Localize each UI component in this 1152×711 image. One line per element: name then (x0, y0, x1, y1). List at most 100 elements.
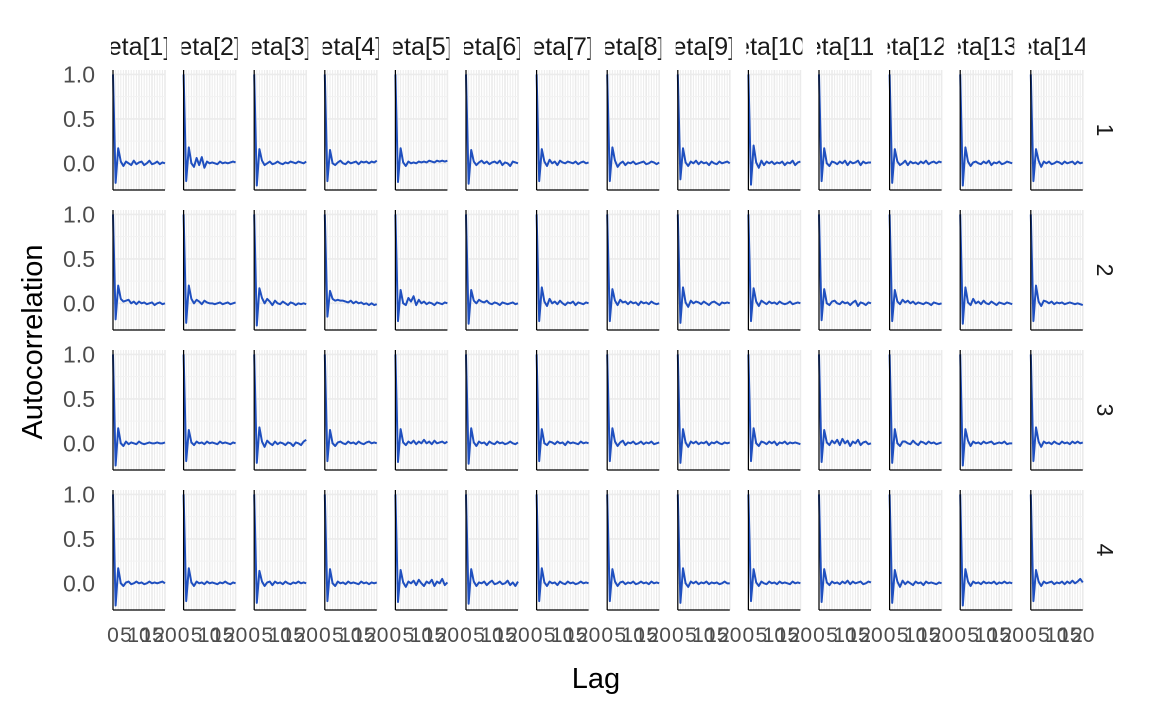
x-tick-label: 0 (672, 624, 684, 647)
facet-panel (465, 350, 519, 471)
x-tick-label: 20 (577, 624, 600, 647)
y-tick-label: 0.5 (63, 526, 95, 552)
acf-series-line (323, 354, 378, 463)
acf-series-line (394, 354, 448, 463)
facet-panel (606, 70, 661, 191)
column-strip-label: eta[7] (531, 33, 594, 61)
x-tick-label: 5 (614, 624, 626, 647)
facet-panel (182, 210, 237, 331)
x-tick-label: 0 (319, 624, 331, 647)
y-tick-label: 1.0 (63, 61, 95, 87)
column-strip-label: eta[5] (390, 33, 453, 61)
x-tick-label: 15 (140, 624, 163, 647)
row-strip-label: 3 (1092, 404, 1118, 417)
x-tick-label: 15 (423, 624, 446, 647)
column-strip-label: eta[6] (461, 33, 524, 61)
column-strip-label: eta[11] (808, 33, 883, 61)
x-tick-label: 20 (295, 624, 318, 647)
facet-panel (112, 210, 166, 331)
x-tick-label: 5 (544, 624, 556, 647)
y-tick-label: 1.0 (63, 341, 95, 367)
acf-series-line (888, 214, 942, 323)
facet-panel (323, 210, 378, 331)
facet-panel (888, 350, 943, 471)
facet-panel (182, 350, 237, 471)
x-tick-label: 20 (506, 624, 529, 647)
x-tick-label: 10 (339, 624, 362, 647)
x-tick-label: 15 (705, 624, 728, 647)
y-tick-label: 0.0 (63, 570, 95, 596)
acf-series-line (676, 494, 730, 604)
facet-panel (465, 490, 519, 611)
facet-panel (818, 490, 872, 611)
acf-series-line (112, 354, 166, 467)
acf-series-line (323, 494, 378, 603)
acf-series-line (1029, 354, 1084, 463)
x-tick-label: 0 (743, 624, 755, 647)
x-tick-label: 10 (904, 624, 927, 647)
x-tick-label: 0 (178, 624, 190, 647)
facet-panel (1029, 350, 1084, 471)
x-tick-label: 15 (282, 624, 305, 647)
facet-panel (676, 210, 731, 331)
facet-panel (747, 490, 802, 611)
column-strips: eta[1] eta[2] eta[3] eta[4] eta[5] eta[6] eta[… (111, 33, 1085, 61)
acf-series-line (394, 74, 448, 183)
facet-panel (253, 490, 307, 611)
x-tick-label: 0 (813, 624, 825, 647)
facet-panel (394, 210, 449, 331)
x-tick-label: 15 (211, 624, 234, 647)
x-tick-label: 15 (988, 624, 1011, 647)
x-tick-label: 10 (269, 624, 292, 647)
facet-panel (394, 490, 449, 611)
y-tick-label: 0.0 (63, 150, 95, 176)
x-tick-label: 0 (954, 624, 966, 647)
acf-series-line (182, 494, 236, 603)
x-tick-label: 15 (564, 624, 587, 647)
facet-panel (323, 70, 378, 191)
column-strip-label: eta[3] (249, 33, 312, 61)
acf-series-line (888, 354, 942, 464)
facet-panel (747, 350, 802, 471)
column-strip-label: eta[10] (736, 33, 812, 61)
acf-series-line (182, 74, 236, 183)
y-tick-label: 0.5 (63, 246, 95, 272)
y-tick-label: 0.5 (63, 386, 95, 412)
facet-panel (323, 490, 378, 611)
acf-series-line (535, 214, 589, 323)
facet-panel (888, 210, 943, 331)
facet-panel (253, 210, 307, 331)
x-tick-label: 5 (473, 624, 485, 647)
facet-panel (465, 210, 519, 331)
facet-panel (959, 70, 1014, 191)
x-tick-label: 10 (1045, 624, 1068, 647)
facet-panel (959, 490, 1014, 611)
acf-series-line (818, 214, 872, 322)
facet-panel (112, 70, 166, 191)
x-tick-label: 20 (648, 624, 671, 647)
row-strip-label: 4 (1092, 544, 1118, 557)
row-strip-label: 1 (1092, 124, 1118, 137)
x-tick-label: 10 (127, 624, 150, 647)
acf-series-line (394, 214, 448, 323)
facet-panel (535, 350, 590, 471)
acf-series-line (112, 74, 166, 184)
y-tick-label: 0.5 (63, 106, 95, 132)
x-tick-label: 0 (248, 624, 260, 647)
x-tick-label: 15 (917, 624, 940, 647)
x-tick-label: 15 (846, 624, 869, 647)
column-strip-label: eta[12] (877, 33, 953, 61)
facet-panel (888, 70, 943, 191)
facet-panel (535, 490, 590, 611)
facet-panel (1029, 210, 1084, 331)
x-tick-label: 0 (1025, 624, 1037, 647)
acf-series-line (747, 74, 801, 186)
facet-panel (394, 70, 449, 191)
facet-panel (253, 350, 307, 471)
acf-series-line (253, 494, 307, 604)
x-tick-label: 20 (789, 624, 812, 647)
row-strips: 1 2 3 4 (1092, 124, 1118, 557)
x-tick-label: 5 (826, 624, 838, 647)
acf-series-line (1029, 494, 1084, 603)
